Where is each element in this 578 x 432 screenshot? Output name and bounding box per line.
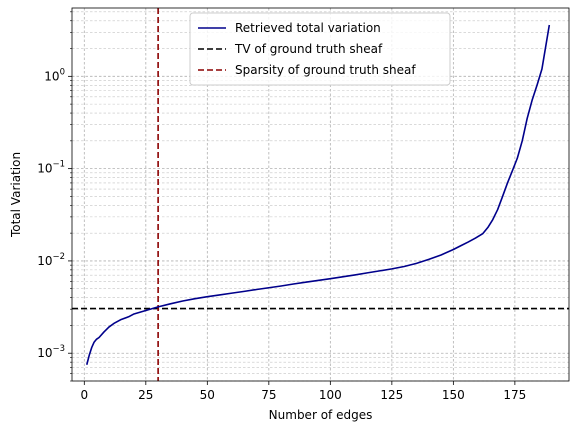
y-tick-label: 10−1 [37, 160, 65, 176]
y-tick-label: 10−2 [37, 252, 65, 268]
legend-label-retrieved-total-variation: Retrieved total variation [235, 21, 381, 35]
legend-label-sparsity-ground-truth: Sparsity of ground truth sheaf [235, 63, 416, 77]
plot-frame [71, 7, 570, 382]
x-tick-label: 150 [442, 388, 465, 402]
x-tick-label: 25 [138, 388, 153, 402]
x-axis-ticks: 0 25 50 75 100 125 150 175 [80, 381, 526, 402]
legend: Retrieved total variation TV of ground t… [189, 12, 451, 86]
y-axis-label: Total Variation [9, 152, 23, 238]
x-tick-label: 50 [200, 388, 215, 402]
retrieved-total-variation-line [85, 24, 551, 365]
y-tick-label: 100 [44, 67, 65, 83]
x-tick-label: 75 [261, 388, 276, 402]
x-tick-label: 0 [80, 388, 88, 402]
y-axis-ticks: 10−3 10−2 10−1 100 [37, 11, 72, 382]
legend-label-tv-ground-truth: TV of ground truth sheaf [234, 42, 383, 56]
series [85, 24, 551, 365]
x-tick-label: 125 [380, 388, 403, 402]
grid [72, 8, 569, 382]
y-tick-label: 10−3 [37, 344, 65, 360]
x-tick-label: 100 [319, 388, 342, 402]
x-axis-label: Number of edges [269, 408, 373, 422]
legend-box [189, 12, 451, 86]
x-tick-label: 175 [503, 388, 526, 402]
